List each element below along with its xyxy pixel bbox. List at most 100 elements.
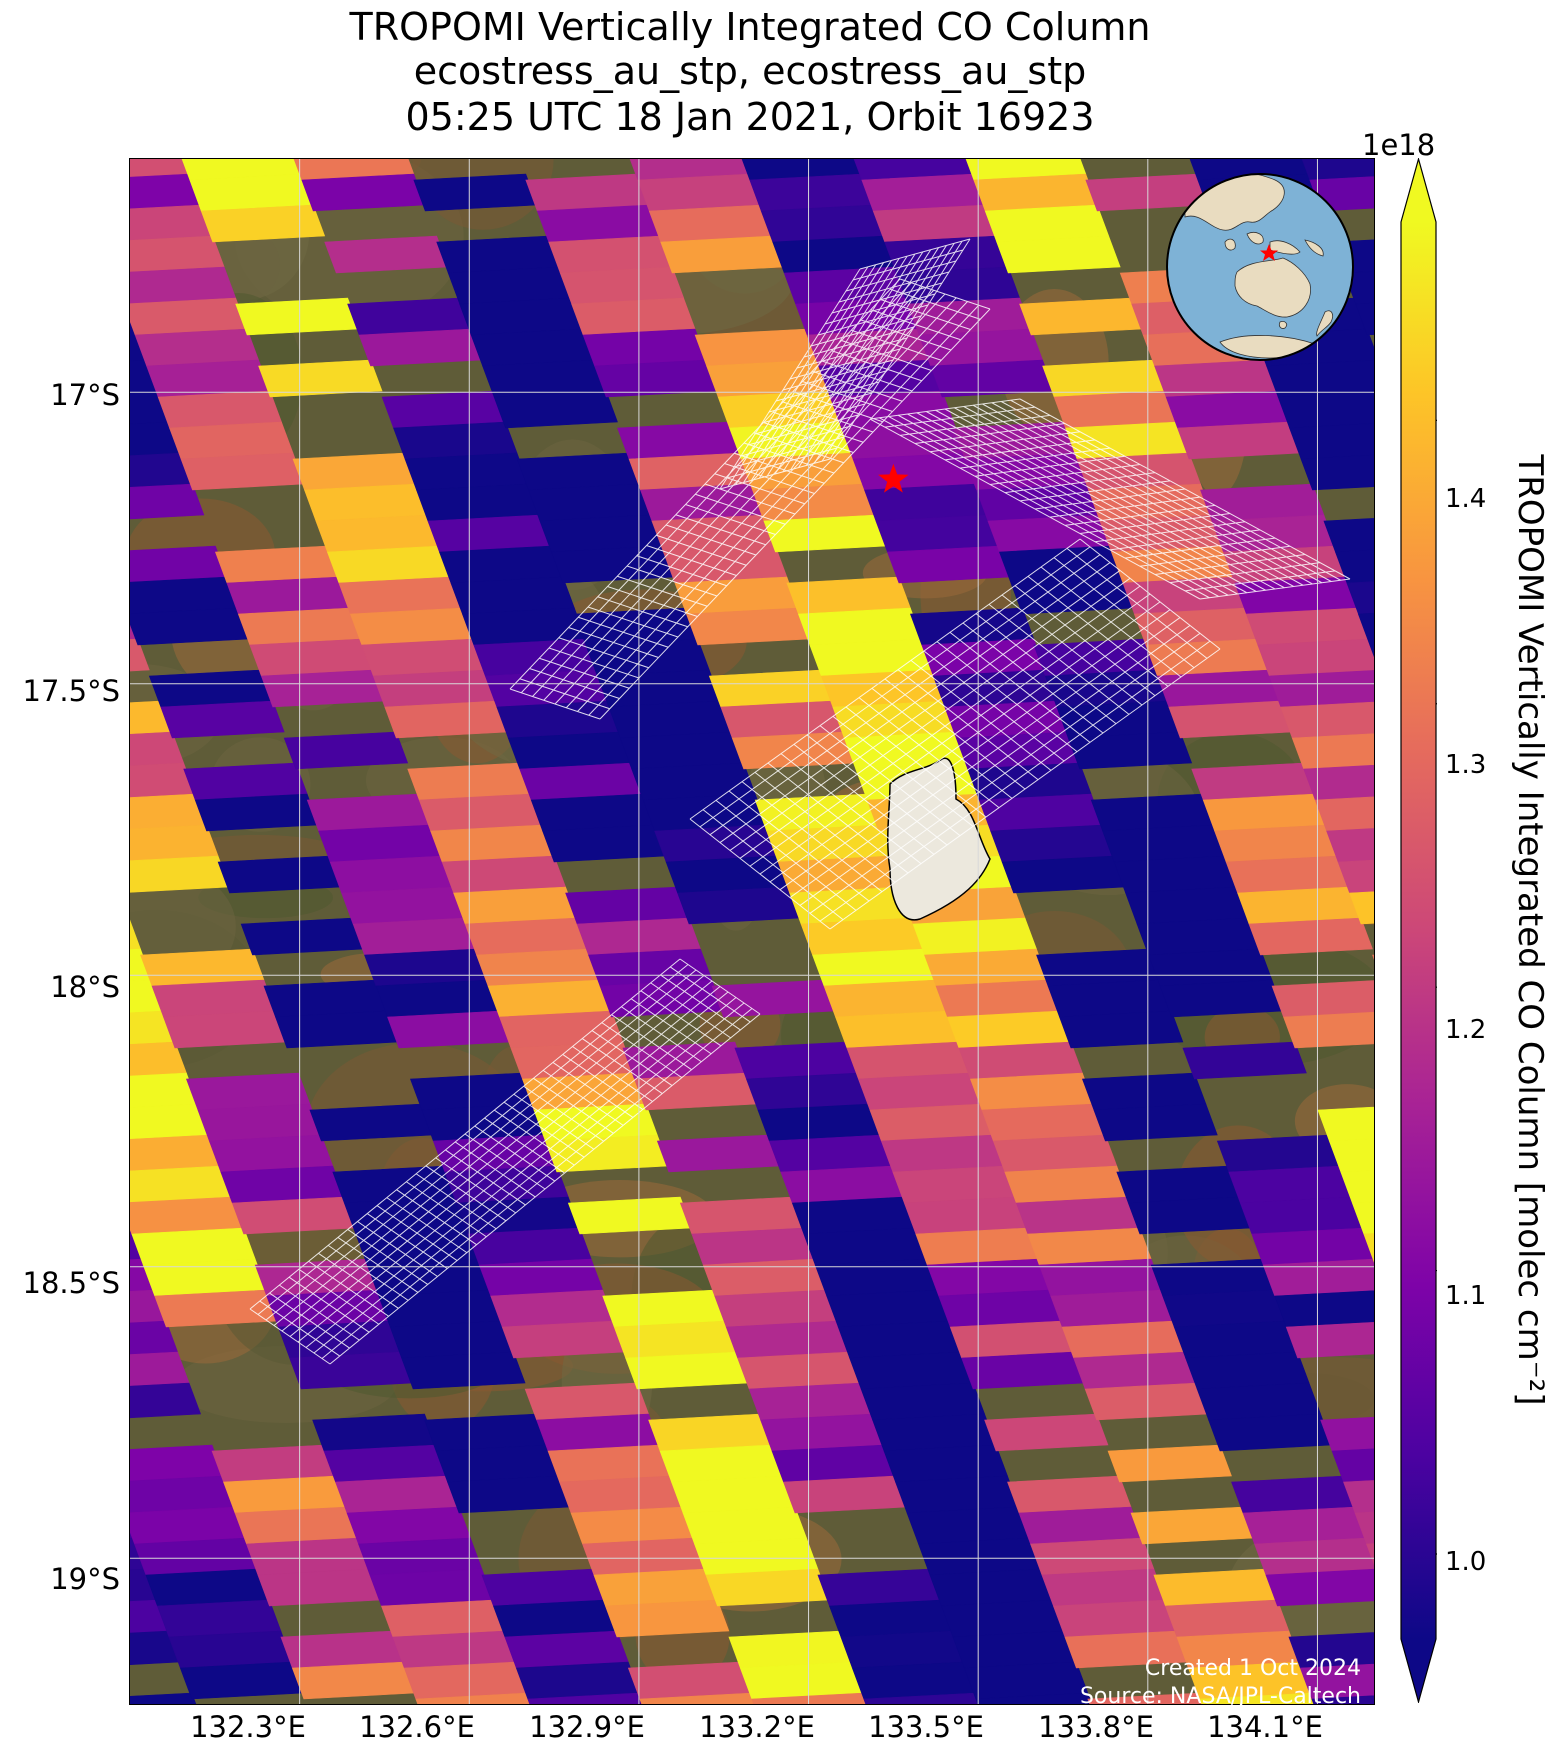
swath-grid-line bbox=[542, 1069, 624, 1126]
swath-grid-line bbox=[503, 1101, 585, 1158]
co-pixel bbox=[416, 483, 541, 522]
co-pixel bbox=[358, 1537, 483, 1576]
co-pixel bbox=[459, 297, 584, 336]
co-pixel bbox=[1299, 1663, 1374, 1700]
co-pixel bbox=[1164, 1599, 1290, 1638]
co-pixel bbox=[783, 1475, 908, 1514]
co-pixel bbox=[329, 855, 455, 894]
colorbar-tick-1-2: 1.2 bbox=[1445, 1015, 1487, 1045]
co-pixel bbox=[548, 235, 673, 274]
co-pixel bbox=[1363, 1233, 1374, 1263]
co-pixel bbox=[1173, 1320, 1299, 1359]
co-pixel bbox=[352, 917, 477, 956]
co-pixel bbox=[812, 948, 937, 987]
swath-grid-line bbox=[831, 282, 943, 314]
co-pixel bbox=[343, 1196, 469, 1235]
co-pixel bbox=[915, 1227, 1040, 1266]
co-pixel bbox=[930, 359, 1055, 398]
co-pixel bbox=[1018, 1506, 1143, 1545]
co-pixel bbox=[567, 1196, 693, 1235]
swath-grid-line bbox=[923, 650, 1065, 762]
co-pixel bbox=[952, 1630, 1077, 1669]
co-pixel bbox=[637, 173, 762, 212]
swath-grid-line bbox=[425, 1165, 507, 1222]
swath-grid-line bbox=[726, 447, 838, 479]
map-panel[interactable] bbox=[129, 158, 1375, 1705]
co-pixel bbox=[978, 793, 1104, 832]
co-pixel bbox=[728, 1630, 853, 1669]
co-pixel bbox=[260, 669, 386, 708]
co-pixel bbox=[263, 979, 388, 1018]
co-pixel bbox=[1337, 859, 1374, 894]
co-pixel bbox=[179, 1661, 305, 1700]
co-pixel bbox=[671, 1475, 796, 1514]
co-pixel bbox=[875, 514, 1000, 553]
co-pixel bbox=[306, 793, 432, 832]
co-pixel bbox=[324, 235, 449, 274]
co-pixel bbox=[734, 1041, 859, 1080]
co-pixel bbox=[393, 421, 518, 460]
co-pixel bbox=[861, 173, 986, 212]
co-pixel bbox=[326, 545, 452, 584]
swath-grid-line bbox=[728, 790, 870, 902]
co-pixel bbox=[886, 545, 1012, 584]
co-pixel bbox=[846, 1041, 971, 1080]
co-pixel bbox=[318, 824, 443, 863]
co-pixel bbox=[869, 1103, 994, 1142]
swath-grid-line bbox=[1109, 529, 1261, 551]
co-pixel bbox=[984, 204, 1110, 243]
co-pixel bbox=[130, 1196, 245, 1235]
co-pixel bbox=[142, 1258, 268, 1297]
co-pixel bbox=[1191, 762, 1316, 801]
co-pixel bbox=[464, 917, 589, 956]
colorbar-outline bbox=[1400, 158, 1437, 1703]
co-pixel bbox=[679, 1196, 805, 1235]
co-pixel bbox=[944, 700, 1069, 739]
co-pixel bbox=[1323, 518, 1374, 553]
swath-grid-line bbox=[1139, 545, 1291, 567]
co-pixel bbox=[539, 514, 664, 553]
co-pixel bbox=[403, 1661, 529, 1700]
co-pixel bbox=[189, 173, 314, 212]
co-pixel bbox=[130, 576, 239, 615]
co-pixel bbox=[130, 483, 205, 520]
co-pixel bbox=[1154, 359, 1279, 398]
swath-grid-line bbox=[959, 447, 1111, 469]
co-pixel bbox=[493, 390, 618, 429]
swath-grid-line bbox=[611, 1014, 692, 1071]
co-pixel bbox=[903, 1196, 1029, 1235]
co-pixel bbox=[691, 1227, 816, 1266]
co-pixel bbox=[1331, 1448, 1374, 1483]
swath-grid-line bbox=[578, 616, 669, 648]
lat-label-17-5: 17.5°S bbox=[22, 674, 120, 708]
co-pixel bbox=[1004, 1165, 1129, 1204]
co-pixel bbox=[384, 700, 509, 739]
co-pixel bbox=[682, 1506, 807, 1545]
co-pixel bbox=[1136, 917, 1261, 956]
co-pixel bbox=[857, 1072, 983, 1111]
co-pixel bbox=[1036, 948, 1161, 987]
co-pixel bbox=[582, 328, 708, 367]
source-credit: Source: NASA/JPL-Caltech bbox=[1079, 1684, 1361, 1709]
swath-grid-line bbox=[936, 641, 1078, 753]
co-pixel bbox=[924, 948, 1049, 987]
swath-grid-line bbox=[581, 1038, 663, 1094]
co-pixel bbox=[130, 545, 228, 583]
co-pixel bbox=[154, 1289, 279, 1328]
co-pixel bbox=[501, 1320, 627, 1359]
co-pixel bbox=[754, 793, 880, 832]
co-pixel bbox=[389, 1320, 515, 1359]
co-pixel bbox=[151, 979, 276, 1018]
co-pixel bbox=[240, 917, 365, 956]
co-pixel bbox=[961, 1351, 1086, 1390]
co-pixel bbox=[633, 1072, 759, 1111]
co-pixel bbox=[223, 1475, 348, 1514]
co-pixel bbox=[973, 173, 1098, 212]
co-pixel bbox=[530, 793, 656, 832]
co-pixel bbox=[1033, 638, 1158, 677]
co-pixel bbox=[427, 514, 552, 553]
co-pixel bbox=[1346, 581, 1374, 615]
swath-grid-line bbox=[929, 431, 1081, 453]
co-pixel bbox=[760, 204, 886, 243]
lon-label-133-5: 133.5°E bbox=[868, 1710, 984, 1744]
